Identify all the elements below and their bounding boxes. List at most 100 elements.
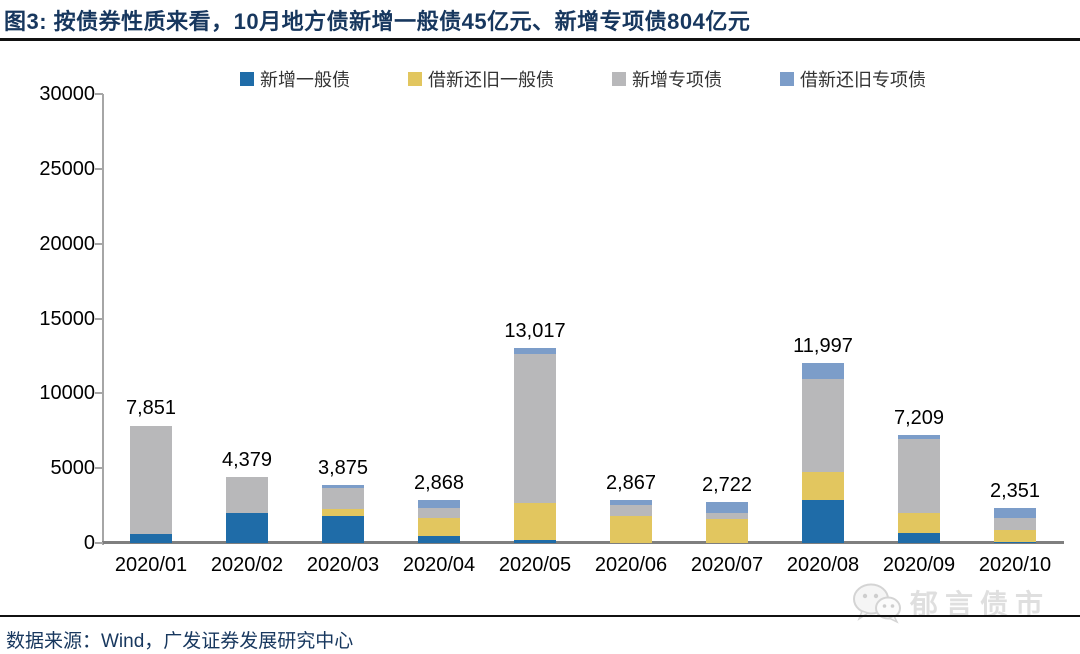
- bar-segment: [130, 425, 172, 534]
- y-tick-label: 0: [83, 532, 95, 554]
- bar-segment: [226, 477, 268, 514]
- bar-total-label: 2,351: [989, 479, 1041, 502]
- x-axis-label: 2020/04: [402, 554, 476, 576]
- bar-segment: [706, 518, 748, 543]
- bar-segment: [610, 500, 652, 506]
- y-tick-label: 10000: [39, 382, 95, 405]
- bar-column: [322, 485, 364, 543]
- bar-column: [706, 502, 748, 543]
- x-axis-label: 2020/07: [690, 554, 764, 576]
- bar-total-label: 3,875: [317, 457, 369, 479]
- plot-area: 30000 25000 20000 15000 10000 5000 0 7,851 2020/…: [39, 83, 1064, 576]
- bar-column: [418, 500, 460, 543]
- bar-column: [610, 500, 652, 543]
- bar-total-label: 7,851: [125, 397, 177, 420]
- bar-segment: [994, 507, 1036, 518]
- y-tick-label: 20000: [39, 232, 95, 255]
- bar-column: [226, 477, 268, 543]
- legend-label: 新增专项债: [632, 70, 722, 90]
- bar-segment: [514, 539, 556, 543]
- y-tick-label: 15000: [39, 307, 95, 330]
- x-axis-label: 2020/08: [786, 554, 860, 576]
- x-axis-label: 2020/06: [594, 554, 668, 576]
- x-axis-label: 2020/05: [498, 554, 572, 576]
- bar-segment: [322, 508, 364, 517]
- bar-segment: [322, 485, 364, 489]
- bar-segment: [802, 472, 844, 501]
- y-axis-line: [102, 94, 104, 545]
- bar-segment: [898, 435, 940, 440]
- y-tick-label: 5000: [50, 457, 96, 480]
- chart-legend: 新增一般债 借新还旧一般债 新增专项债 借新还旧专项债: [103, 66, 1063, 92]
- bar-segment: [610, 516, 652, 543]
- watermark-text: 郁言债市: [909, 589, 1050, 620]
- x-axis-line: [102, 541, 1064, 544]
- x-axis-label: 2020/01: [114, 554, 188, 576]
- y-tick: [95, 93, 103, 95]
- bar-segment: [898, 532, 940, 543]
- bar-segment: [514, 353, 556, 504]
- footer-divider: [0, 615, 1080, 617]
- bar-segment: [130, 533, 172, 543]
- footer-source: 数据来源：Wind，广发证券发展研究中心: [6, 631, 354, 652]
- legend-swatch: [780, 72, 794, 86]
- y-tick: [95, 392, 103, 395]
- legend-swatch: [408, 72, 422, 86]
- bar-total-label: 7,209: [893, 407, 945, 430]
- chart-title: 图3: 按债券性质来看，10月地方债新增一般债45亿元、新增专项债804亿元: [4, 9, 751, 34]
- bar-segment: [802, 378, 844, 473]
- bar-total-label: 2,867: [605, 472, 657, 495]
- legend-item: 新增一般债: [240, 66, 350, 92]
- bar-segment: [994, 542, 1036, 543]
- y-tick-label: 25000: [39, 157, 95, 180]
- x-axis-label: 2020/09: [882, 554, 956, 576]
- y-tick: [95, 542, 103, 544]
- bar-segment: [322, 516, 364, 543]
- bar-segment: [610, 505, 652, 517]
- bar-segment: [514, 503, 556, 540]
- x-axis-label: 2020/02: [210, 554, 284, 576]
- bar-segment: [322, 488, 364, 509]
- bar-segment: [706, 502, 748, 514]
- bar-column: [130, 425, 172, 543]
- y-tick: [95, 467, 103, 470]
- legend-label: 新增一般债: [260, 70, 350, 90]
- legend-swatch: [612, 72, 626, 86]
- bar-total-label: 2,868: [413, 472, 465, 495]
- legend-label: 借新还旧一般债: [428, 70, 554, 90]
- watermark: 郁言债市: [852, 582, 1050, 624]
- y-tick: [95, 242, 103, 245]
- legend-item: 借新还旧一般债: [408, 66, 554, 92]
- bar-segment: [994, 517, 1036, 530]
- y-tick: [95, 167, 103, 170]
- bar-segment: [994, 529, 1036, 543]
- bar-total-label: 11,997: [793, 335, 853, 358]
- bar-segment: [418, 500, 460, 508]
- y-tick-label: 30000: [39, 83, 95, 105]
- bar-column: [994, 507, 1036, 543]
- bar-total-label: 13,017: [504, 320, 566, 343]
- bar-segment: [898, 439, 940, 513]
- x-axis-label: 2020/10: [978, 554, 1052, 576]
- bar-segment: [898, 512, 940, 533]
- bar-total-label: 4,379: [221, 449, 273, 472]
- wechat-icon: [852, 583, 901, 624]
- legend-label: 借新还旧专项债: [800, 70, 926, 90]
- bar-column: [802, 363, 844, 543]
- bar-column: [898, 435, 940, 543]
- bar-segment: [418, 507, 460, 518]
- bar-segment: [418, 536, 460, 543]
- legend-swatch: [240, 72, 254, 86]
- legend-item: 新增专项债: [612, 66, 722, 92]
- bar-segment: [802, 363, 844, 379]
- title-divider: [0, 38, 1080, 41]
- bar-segment: [226, 513, 268, 543]
- y-tick: [95, 317, 103, 320]
- bar-segment: [802, 500, 844, 543]
- bar-segment: [514, 348, 556, 354]
- bar-segment: [418, 517, 460, 537]
- bar-total-label: 2,722: [701, 474, 753, 497]
- bar-column: [514, 348, 556, 543]
- x-axis-label: 2020/03: [306, 554, 380, 576]
